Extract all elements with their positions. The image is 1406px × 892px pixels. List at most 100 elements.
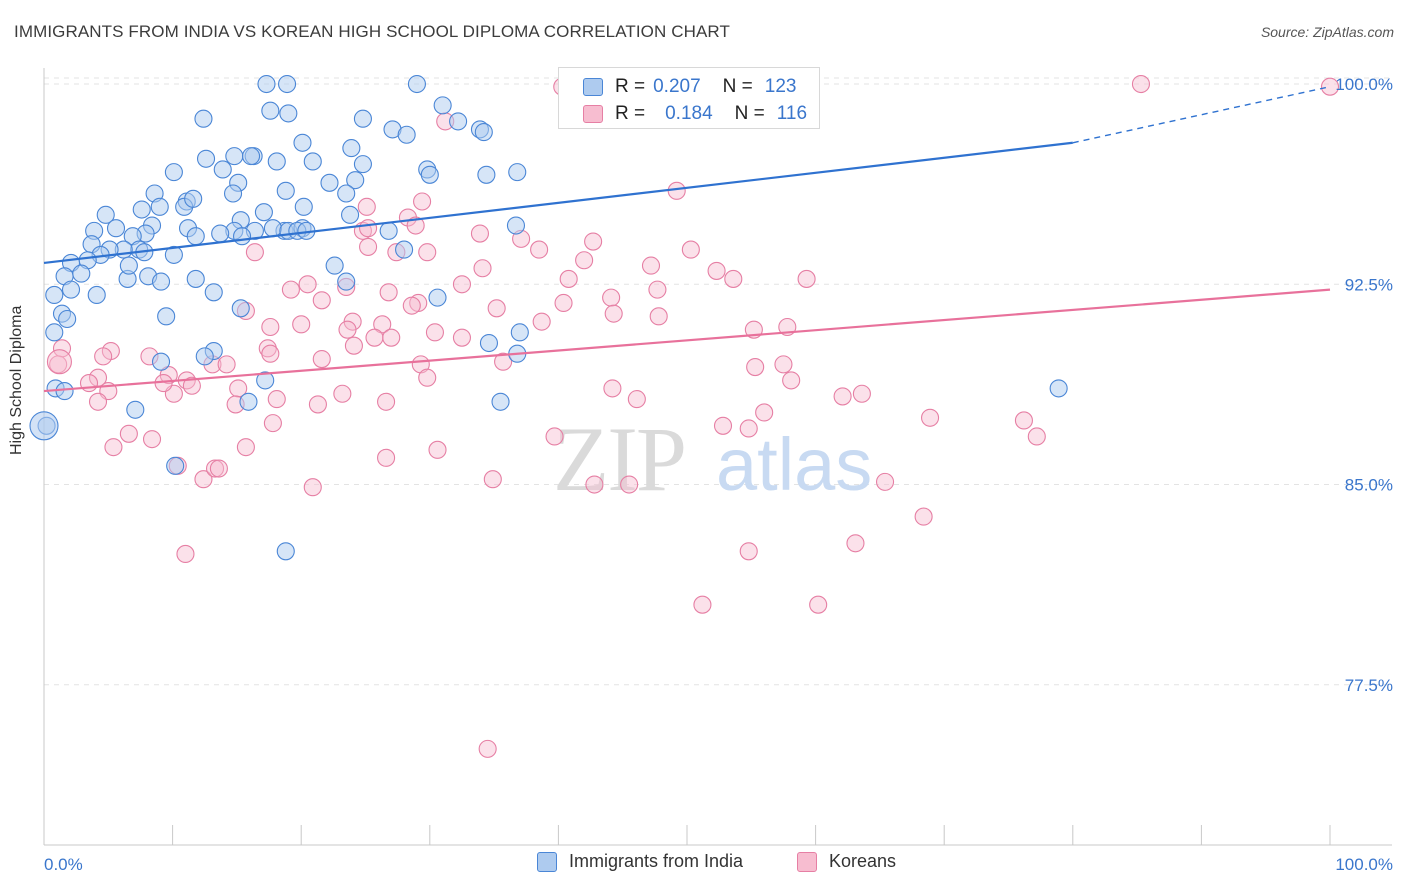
india-point bbox=[87, 285, 106, 305]
india-points bbox=[29, 74, 1068, 561]
y-tick-label: 100.0% bbox=[1335, 75, 1393, 94]
india-point bbox=[126, 400, 145, 419]
korean-point bbox=[846, 534, 865, 553]
korean-point bbox=[312, 291, 331, 310]
india-point bbox=[232, 227, 252, 246]
korean-point bbox=[205, 459, 225, 478]
india-point bbox=[346, 171, 365, 190]
korean-point bbox=[1131, 74, 1151, 94]
korean-point bbox=[1027, 427, 1046, 446]
chart-title: IMMIGRANTS FROM INDIA VS KOREAN HIGH SCH… bbox=[14, 22, 730, 41]
india-point bbox=[276, 542, 295, 561]
india-point bbox=[45, 323, 64, 342]
korean-point bbox=[308, 395, 327, 414]
korean-point bbox=[46, 349, 72, 375]
y-axis-label: High School Diploma bbox=[8, 305, 25, 455]
india-point bbox=[353, 109, 372, 128]
korean-point bbox=[425, 323, 444, 342]
korean-point bbox=[559, 269, 578, 288]
korean-point bbox=[604, 304, 623, 323]
y-tick-label: 92.5% bbox=[1345, 275, 1393, 294]
india-point bbox=[55, 382, 74, 401]
korean-point bbox=[545, 427, 564, 446]
korean-point bbox=[344, 336, 363, 355]
korean-point bbox=[359, 237, 378, 256]
india-point bbox=[428, 288, 447, 307]
legend-row-india: R = 0.207 N = 123 bbox=[583, 76, 796, 98]
korean-point bbox=[333, 384, 352, 403]
india-point bbox=[278, 74, 297, 94]
india-point bbox=[58, 309, 77, 329]
korean-point bbox=[833, 387, 852, 406]
korean-n-value: 116 bbox=[776, 103, 808, 124]
watermark: ZIP atlas bbox=[553, 408, 872, 510]
korean-point bbox=[338, 320, 357, 339]
korean-point bbox=[88, 392, 108, 411]
india-point bbox=[293, 133, 312, 152]
india-point bbox=[506, 216, 526, 235]
india-point bbox=[303, 152, 322, 171]
india-point bbox=[61, 280, 81, 299]
korean-point bbox=[782, 371, 801, 390]
india-point bbox=[151, 352, 171, 371]
india-point bbox=[204, 283, 223, 302]
korean-point bbox=[406, 216, 425, 235]
korean-point bbox=[452, 275, 472, 294]
india-point bbox=[194, 109, 213, 128]
korean-point bbox=[875, 472, 895, 491]
korean-point bbox=[724, 269, 743, 288]
korean-point bbox=[797, 269, 816, 288]
india-legend-swatch bbox=[537, 851, 557, 872]
korean-point bbox=[739, 419, 758, 438]
india-point bbox=[184, 189, 203, 208]
korean-point bbox=[292, 315, 311, 334]
korean-point bbox=[359, 219, 378, 238]
korean-point bbox=[641, 256, 661, 275]
korean-point bbox=[418, 368, 437, 387]
india-point bbox=[213, 160, 232, 179]
korean-point bbox=[217, 355, 236, 374]
india-point bbox=[449, 112, 468, 131]
korean-point bbox=[245, 243, 264, 262]
india-point bbox=[479, 333, 499, 353]
india-swatch bbox=[583, 78, 603, 96]
india-point bbox=[320, 173, 339, 192]
korean-point bbox=[627, 390, 646, 409]
india-point bbox=[211, 224, 230, 243]
korean-point bbox=[229, 379, 248, 398]
korean-point bbox=[603, 379, 622, 398]
korean-point bbox=[142, 430, 162, 449]
india-point bbox=[241, 147, 261, 166]
korean-point bbox=[1014, 411, 1033, 430]
korean-swatch bbox=[583, 105, 603, 123]
india-point bbox=[510, 323, 529, 342]
series-legend: Immigrants from India Koreans bbox=[0, 851, 1406, 877]
x-tick-label: 0.0% bbox=[44, 855, 83, 874]
korean-point bbox=[1320, 77, 1340, 96]
korean-legend-label: Koreans bbox=[829, 851, 897, 871]
korean-point bbox=[418, 243, 437, 262]
watermark-atlas: atlas bbox=[716, 423, 872, 506]
tick-labels: 100.0% 92.5% 85.0% 77.5% 0.0% 100.0% bbox=[44, 75, 1393, 874]
korean-trend-line bbox=[43, 288, 1331, 393]
y-tick-label: 85.0% bbox=[1345, 476, 1393, 495]
korean-point bbox=[713, 416, 733, 435]
india-point bbox=[294, 197, 313, 216]
india-point bbox=[45, 285, 64, 305]
india-point bbox=[256, 371, 275, 390]
korean-point bbox=[428, 440, 447, 459]
legend-item-korean[interactable]: Koreans bbox=[797, 851, 896, 872]
korean-point bbox=[298, 275, 317, 294]
india-point bbox=[164, 163, 183, 182]
korean-point bbox=[470, 224, 490, 243]
korean-point bbox=[357, 197, 376, 216]
korean-point bbox=[530, 240, 549, 259]
india-point bbox=[508, 163, 527, 182]
source-label: Source: ZipAtlas.com bbox=[1260, 24, 1394, 40]
india-point bbox=[166, 456, 185, 475]
korean-legend-swatch bbox=[797, 851, 817, 872]
india-trend-line bbox=[43, 141, 1073, 265]
india-point bbox=[477, 165, 496, 184]
legend-item-india[interactable]: Immigrants from India bbox=[537, 851, 743, 872]
